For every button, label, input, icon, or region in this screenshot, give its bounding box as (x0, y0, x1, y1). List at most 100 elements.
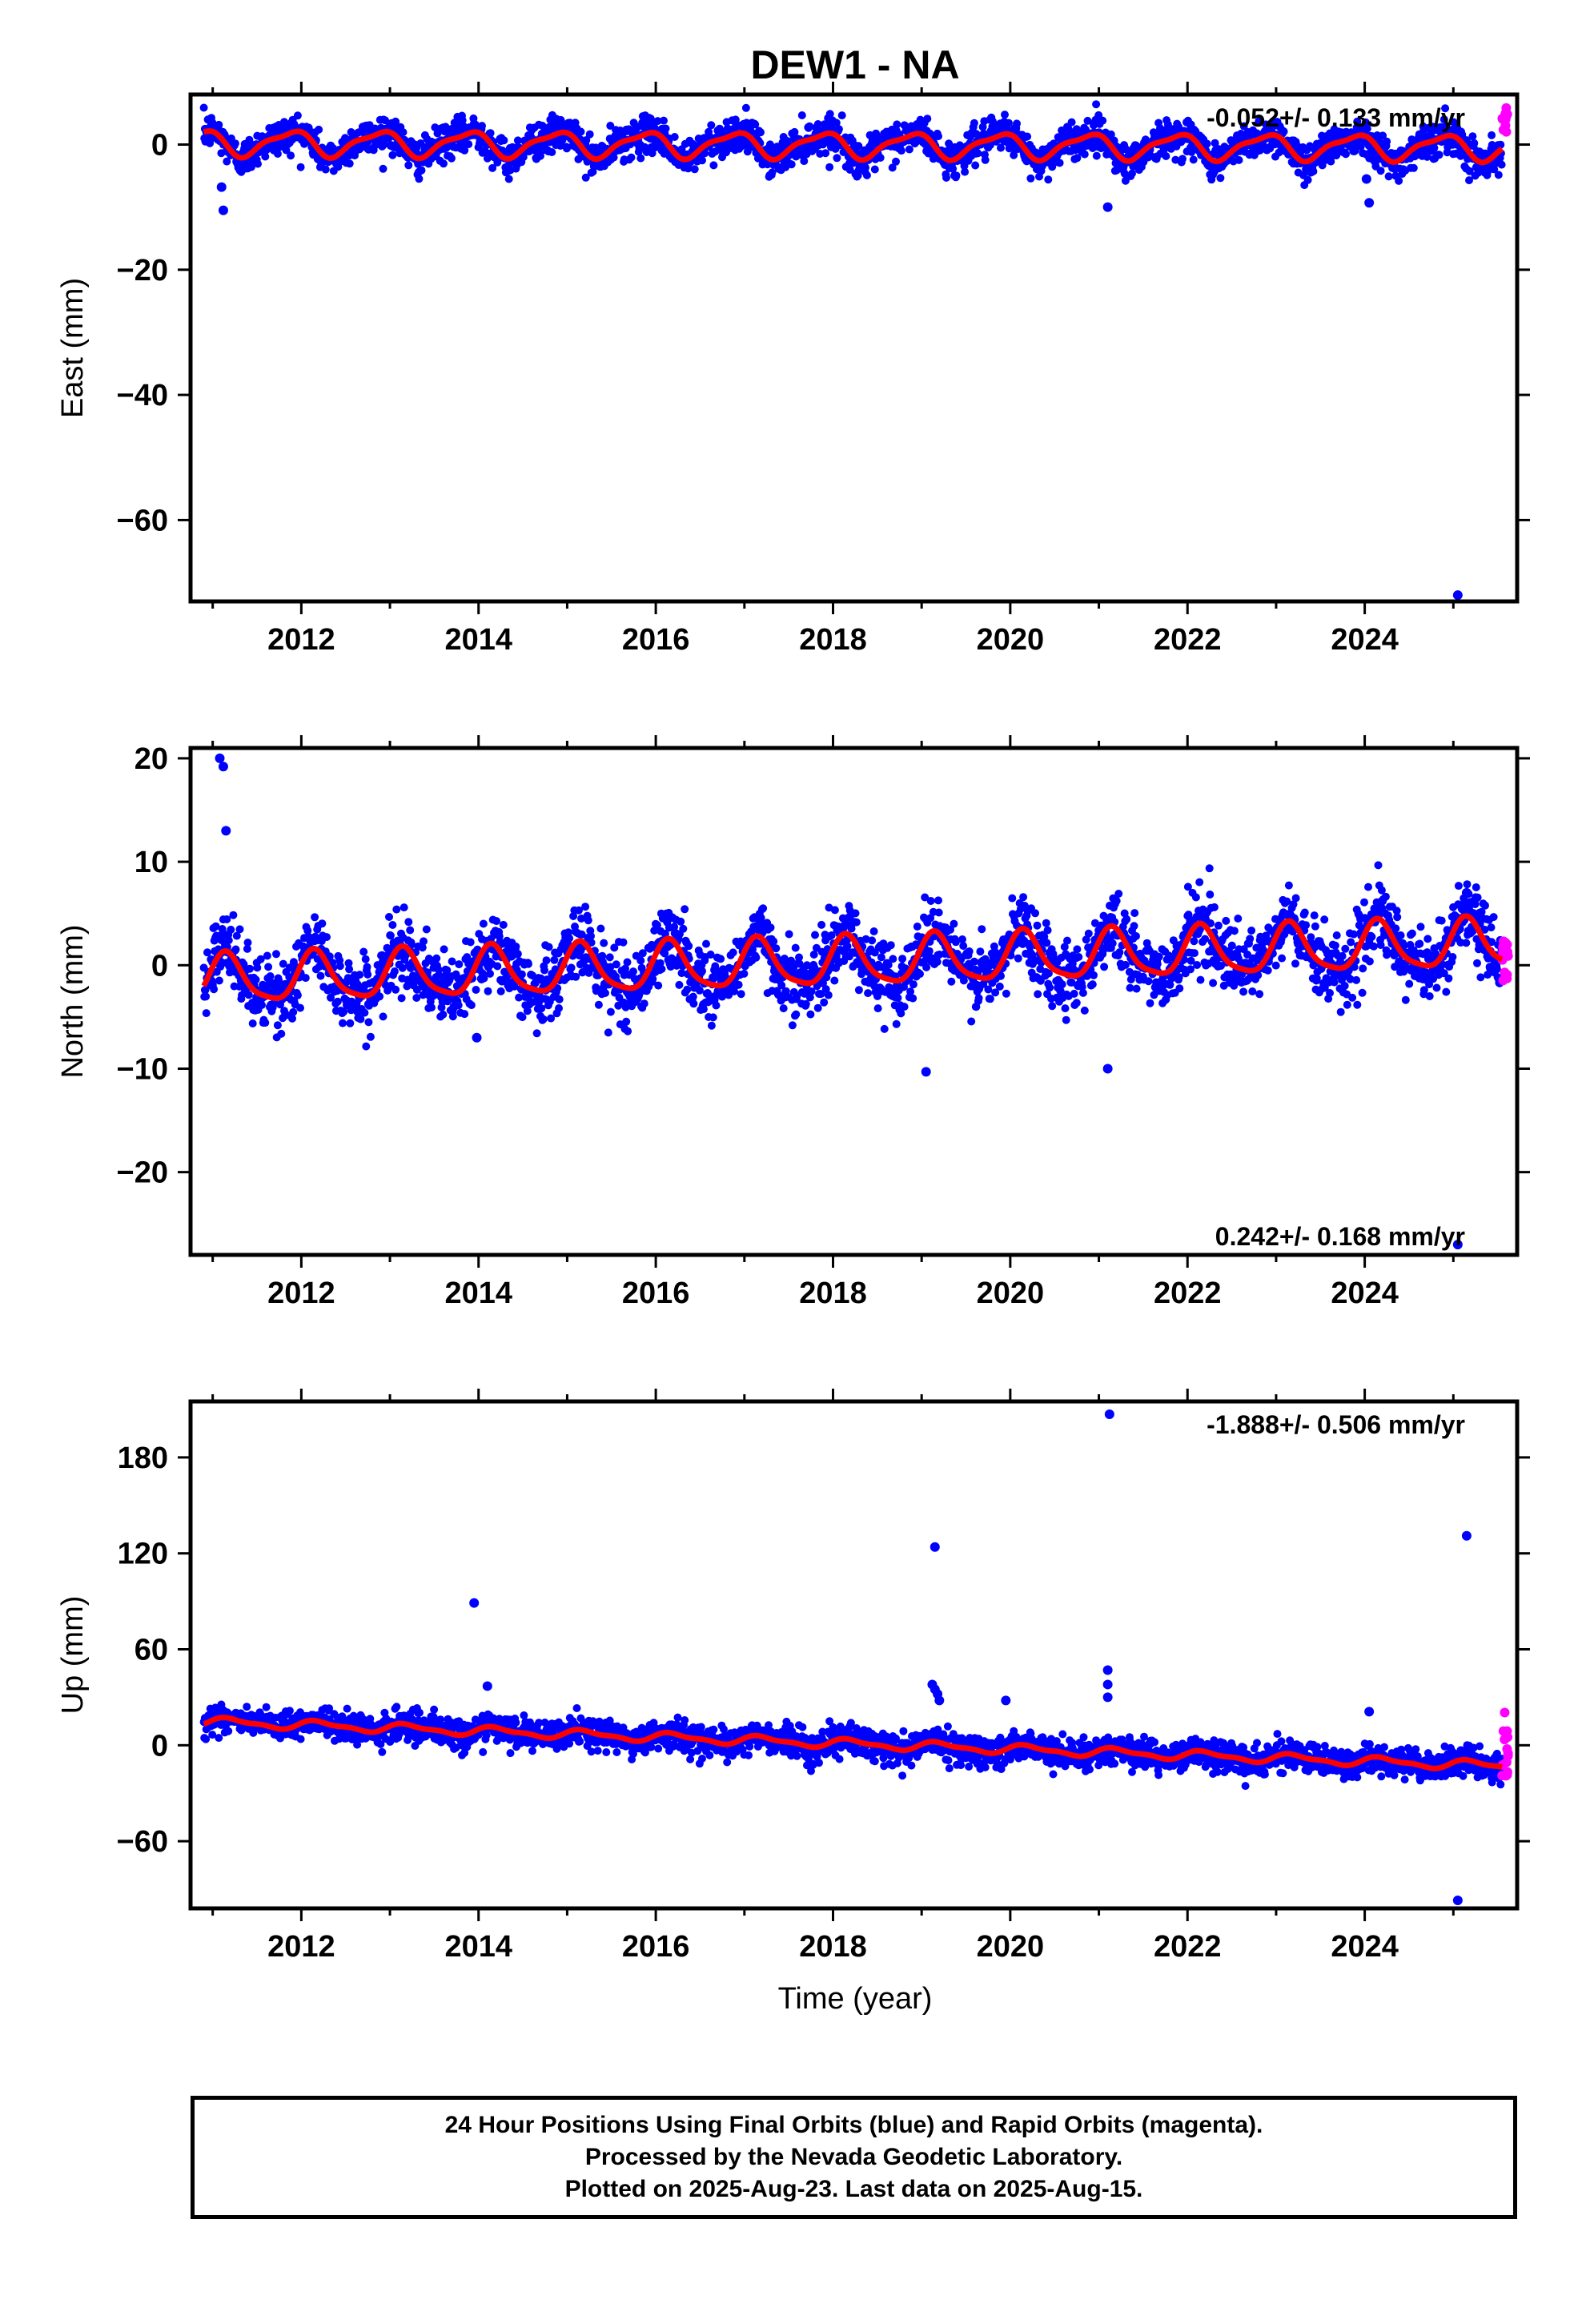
north-final-point (480, 974, 488, 983)
east-final-point (1496, 140, 1505, 149)
north-final-point (695, 986, 704, 995)
east-final-point (1439, 115, 1448, 124)
north-final-point (1008, 894, 1017, 903)
north-final-point (730, 987, 738, 995)
north-final-point (567, 963, 576, 972)
east-final-point (897, 147, 905, 155)
north-final-point (1046, 983, 1054, 992)
north-final-point (740, 969, 749, 978)
east-final-point (862, 171, 871, 179)
north-final-point (366, 1032, 375, 1041)
north-final-point (1353, 1000, 1362, 1009)
north-final-point (400, 903, 408, 912)
east-final-point (701, 149, 709, 158)
east-final-point (813, 120, 822, 128)
east-final-point (1001, 111, 1009, 119)
north-final-point (375, 992, 384, 1001)
north-final-point (629, 967, 637, 976)
north-final-point (1042, 939, 1051, 947)
east-final-point (1409, 163, 1418, 172)
north-final-point (898, 955, 907, 963)
east-final-point (1203, 139, 1211, 148)
north-final-point (229, 911, 238, 919)
north-final-point (1278, 954, 1287, 963)
north-final-point (223, 915, 231, 923)
north-final-point (264, 963, 273, 971)
north-final-point (486, 969, 494, 978)
east-final-point (1423, 152, 1431, 161)
north-final-point (1338, 951, 1347, 960)
north-final-point (1307, 933, 1315, 942)
north-final-point (884, 960, 893, 969)
north-final-point (1088, 980, 1097, 989)
north-final-point (318, 919, 327, 928)
north-final-point (946, 925, 954, 934)
east-final-point (945, 139, 954, 148)
north-final-point (1340, 982, 1349, 990)
east-final-point (971, 161, 980, 170)
north-final-point (851, 909, 860, 918)
north-final-point (661, 949, 669, 958)
north-final-point (364, 1018, 373, 1027)
east-y-axis-label: East (mm) (56, 278, 90, 418)
east-final-point (1055, 159, 1064, 167)
east-final-point (1356, 143, 1365, 151)
north-final-point (1153, 959, 1162, 968)
east-final-point (1189, 155, 1198, 164)
east-final-point (949, 164, 958, 173)
north-final-point (378, 951, 387, 959)
east-final-point (768, 168, 777, 177)
north-final-point (1183, 883, 1192, 891)
north-final-point (466, 938, 475, 947)
east-x-tick-label: 2022 (1154, 623, 1222, 657)
east-final-point (741, 103, 750, 112)
north-final-point (404, 918, 413, 927)
north-final-point (323, 933, 331, 942)
north-final-point (346, 1019, 355, 1027)
north-final-point (1326, 989, 1334, 997)
north-final-point (518, 1013, 527, 1022)
east-final-point (231, 139, 239, 148)
north-final-point (598, 951, 607, 960)
north-final-point (967, 1017, 976, 1026)
north-final-point (251, 975, 260, 984)
east-rate-label: -0.052+/- 0.133 mm/yr (1207, 103, 1465, 132)
north-final-point (811, 931, 819, 939)
north-final-point (1042, 919, 1050, 927)
east-final-point (1470, 139, 1479, 147)
east-final-point (215, 120, 223, 129)
north-final-point (1193, 961, 1202, 969)
east-final-point (261, 152, 270, 161)
east-model-curve (203, 128, 1504, 166)
east-final-point (464, 140, 473, 149)
north-final-point (532, 1029, 541, 1038)
north-final-point (577, 930, 586, 939)
north-final-point (1060, 943, 1069, 951)
east-final-point (905, 145, 913, 154)
east-final-point (660, 116, 668, 125)
east-final-point (1379, 131, 1387, 140)
east-final-point (345, 159, 354, 168)
north-final-point (1033, 921, 1042, 930)
north-final-point (248, 1019, 257, 1027)
north-final-point (1302, 921, 1311, 930)
north-final-point (889, 955, 897, 963)
east-final-point (805, 122, 814, 131)
north-final-point (689, 992, 697, 1001)
north-final-point (785, 930, 793, 939)
north-final-point (709, 1013, 717, 1022)
east-x-tick-label: 2018 (799, 623, 867, 657)
north-final-point (1084, 929, 1093, 938)
north-final-point (821, 985, 830, 994)
north-final-point (1207, 919, 1215, 927)
east-final-point (1092, 151, 1101, 160)
north-final-point (606, 963, 615, 971)
north-final-point (1070, 989, 1078, 998)
north-final-point (455, 960, 464, 969)
north-final-point (361, 955, 370, 963)
north-final-point (1283, 897, 1291, 906)
east-final-point (478, 122, 486, 131)
north-final-point (211, 922, 220, 931)
north-final-point (345, 965, 354, 974)
north-final-point (926, 914, 935, 923)
